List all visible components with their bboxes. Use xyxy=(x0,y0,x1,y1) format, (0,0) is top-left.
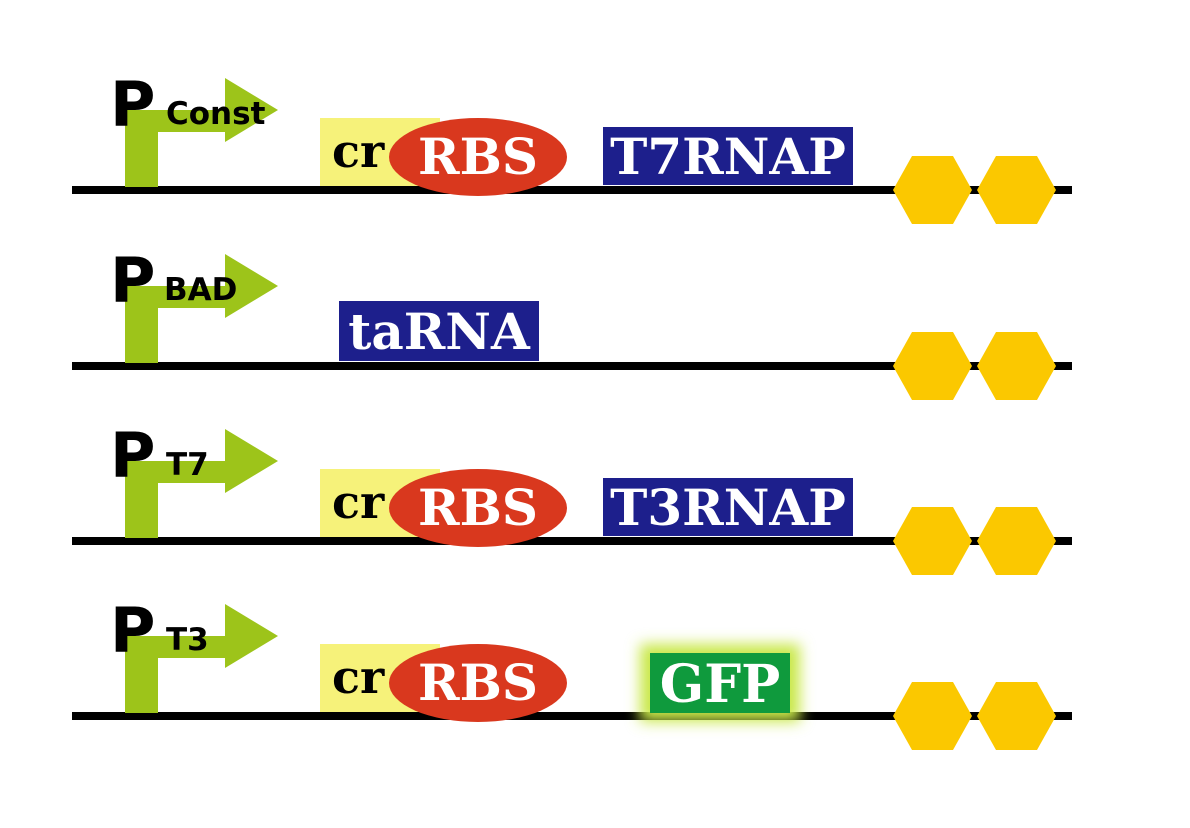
promoter-arrow-icon xyxy=(125,429,278,538)
rbs-label: RBS xyxy=(418,653,538,712)
cr-label: cr xyxy=(332,475,385,529)
promoter-subscript: T3 xyxy=(166,622,209,658)
gene-box xyxy=(650,653,790,713)
promoter-subscript: BAD xyxy=(164,272,237,308)
gene-label: T3RNAP xyxy=(610,478,846,537)
gene-box xyxy=(339,301,539,361)
double-hexagon-terminator-icon xyxy=(893,682,1056,750)
rbs-ellipse xyxy=(389,644,567,722)
double-hexagon-terminator-icon xyxy=(893,332,1056,400)
gene-box xyxy=(603,478,853,536)
cr-label: cr xyxy=(332,124,385,178)
construct-4: P T3 cr RBS GFP xyxy=(72,594,1072,750)
rbs-ellipse xyxy=(389,469,567,547)
promoter-arrow-icon xyxy=(125,604,278,713)
double-hexagon-terminator-icon xyxy=(893,507,1056,575)
gene-label: T7RNAP xyxy=(610,127,846,186)
double-hexagon-terminator-icon xyxy=(893,156,1056,224)
promoter-letter: P xyxy=(110,594,155,667)
gene-label: taRNA xyxy=(348,302,531,361)
promoter-letter: P xyxy=(110,419,155,492)
rbs-label: RBS xyxy=(418,478,538,537)
construct-2: P BAD taRNA xyxy=(72,244,1072,400)
promoter-letter: P xyxy=(110,244,155,317)
construct-3: P T7 cr RBS T3RNAP xyxy=(72,419,1072,575)
rbs-label: RBS xyxy=(418,127,538,186)
construct-1: P Const cr RBS T7RNAP xyxy=(72,68,1072,224)
promoter-letter: P xyxy=(110,68,155,141)
cr-label: cr xyxy=(332,650,385,704)
promoter-arrow-icon xyxy=(125,254,278,363)
promoter-subscript: T7 xyxy=(166,447,209,483)
promoter-arrow-icon xyxy=(125,78,278,187)
gene-label: GFP xyxy=(660,654,780,715)
rbs-ellipse xyxy=(389,118,567,196)
promoter-subscript: Const xyxy=(166,96,266,132)
gene-box xyxy=(603,127,853,185)
